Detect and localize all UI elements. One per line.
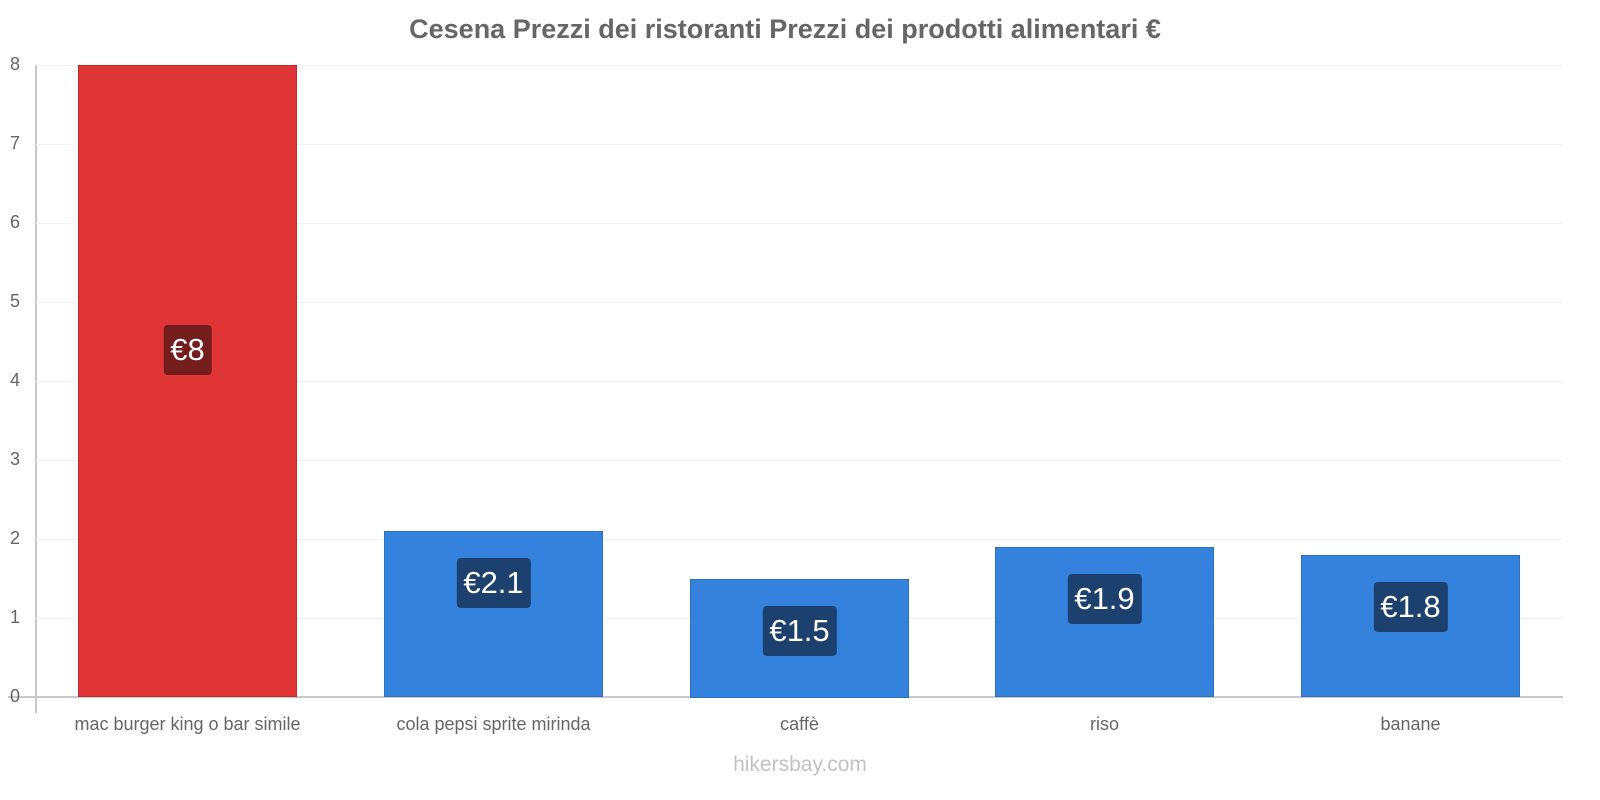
gridline (36, 460, 1563, 461)
y-axis-line (35, 65, 37, 713)
x-tick-label: mac burger king o bar simile (74, 714, 301, 734)
y-tick-label: 0 (9, 686, 20, 706)
data-label: €1.8 (1373, 582, 1448, 632)
chart-title: Cesena Prezzi dei ristoranti Prezzi dei … (409, 14, 1161, 44)
y-tick-label: 1 (9, 607, 20, 627)
x-tick-label: riso (1089, 714, 1120, 734)
y-tick-label: 8 (9, 54, 20, 74)
bar-0[interactable] (78, 65, 297, 697)
bar-1[interactable] (384, 531, 603, 697)
data-label: €2.1 (456, 558, 531, 608)
data-label: €8 (163, 325, 212, 375)
watermark: hikersbay.com (733, 753, 867, 776)
x-tick-label: banane (1380, 714, 1441, 734)
y-tick-label: 5 (9, 291, 20, 311)
y-tick-label: 3 (9, 449, 20, 469)
gridline (36, 381, 1563, 382)
x-tick-label: cola pepsi sprite mirinda (396, 714, 591, 734)
gridline (36, 539, 1563, 540)
y-tick-label: 4 (9, 370, 20, 390)
data-label: €1.5 (762, 606, 837, 656)
y-tick-label: 2 (9, 528, 20, 548)
gridline (36, 302, 1563, 303)
x-tick-label: caffè (780, 714, 819, 734)
data-label: €1.9 (1067, 574, 1142, 624)
y-tick-label: 7 (9, 133, 20, 153)
gridline (36, 144, 1563, 145)
y-tick-label: 6 (9, 212, 20, 232)
gridline (36, 65, 1563, 66)
bar-2[interactable] (690, 579, 909, 698)
gridline (36, 223, 1563, 224)
